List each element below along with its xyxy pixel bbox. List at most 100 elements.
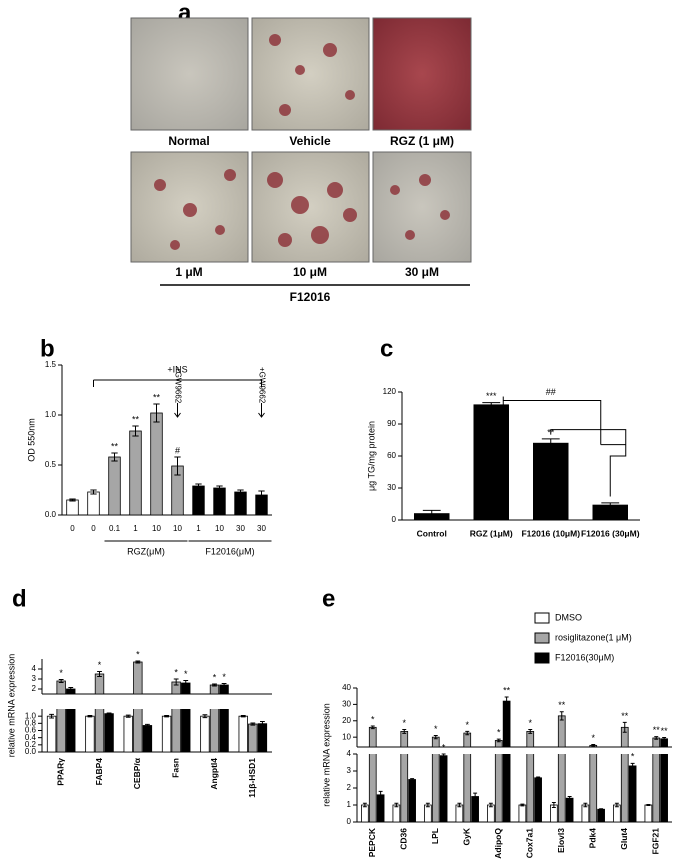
- x-tick-label: 1: [196, 524, 201, 533]
- x-tick-label: PEPCK: [367, 827, 377, 857]
- bar: [408, 779, 416, 822]
- bar: [518, 804, 527, 822]
- y-tick-label: 1.0: [25, 711, 37, 720]
- bar: [400, 754, 409, 822]
- y-tick-label: 90: [387, 419, 396, 428]
- bar: [133, 661, 143, 694]
- ins-bracket: [93, 379, 262, 387]
- y-axis-label: μg TG/mg protein: [366, 421, 376, 491]
- y-tick-label: 0.2: [25, 740, 37, 749]
- micrograph: [251, 151, 370, 263]
- x-tick-label: Pdk4: [588, 828, 598, 849]
- error-bar: [68, 687, 74, 691]
- significance: **: [653, 725, 661, 735]
- bar: [200, 715, 210, 752]
- error-bar: [622, 721, 627, 733]
- x-tick-label: RGZ (1μM): [470, 528, 513, 538]
- group-label: F12016(μM): [205, 546, 254, 556]
- x-tick-label: Fasn: [170, 758, 180, 778]
- error-bar: [662, 736, 667, 741]
- bar: [46, 715, 57, 752]
- error-bar: [164, 714, 169, 718]
- x-tick-label: 0: [91, 524, 96, 533]
- bar: [161, 715, 172, 752]
- bar: [181, 709, 191, 752]
- significance: *: [98, 660, 102, 670]
- bar: [652, 754, 661, 822]
- error-bar: [591, 744, 596, 747]
- bar: [238, 715, 248, 752]
- error-bar: [174, 456, 181, 476]
- legend-label: DMSO: [555, 612, 582, 622]
- bar: [439, 755, 448, 822]
- bar: [589, 754, 598, 822]
- y-tick-label: 40: [342, 683, 351, 692]
- x-tick-label: 30: [236, 524, 245, 533]
- x-tick-label: Cox7a1: [525, 828, 535, 859]
- bar: [502, 754, 511, 822]
- bar: [565, 797, 574, 822]
- error-bar: [212, 683, 217, 687]
- y-tick-label: 30: [387, 483, 396, 492]
- error-bar: [378, 790, 383, 799]
- micrograph: [251, 17, 370, 131]
- significance: *: [371, 714, 375, 724]
- error-bar: [87, 714, 93, 718]
- error-bar: [630, 762, 635, 769]
- bar: [87, 491, 100, 515]
- y-tick-label: 0.5: [45, 460, 57, 469]
- significance: *: [402, 718, 406, 728]
- caption: Vehicle: [289, 134, 331, 148]
- x-tick-label: Control: [417, 528, 447, 538]
- x-tick-label: 10: [152, 524, 161, 533]
- bar: [257, 723, 268, 752]
- error-bar: [465, 730, 470, 736]
- y-tick-label: 1.0: [45, 410, 57, 419]
- significance: *: [631, 752, 635, 762]
- significance: *: [136, 649, 140, 659]
- bar: [424, 804, 432, 822]
- x-tick-label: FGF21: [651, 828, 661, 855]
- error-bar: [482, 402, 501, 408]
- bar: [494, 754, 503, 822]
- significance: **: [132, 414, 140, 424]
- bar: [463, 754, 472, 822]
- significance: *: [442, 742, 446, 752]
- bar: [108, 456, 121, 515]
- error-bar: [646, 803, 651, 807]
- y-tick-label: 1: [347, 800, 352, 809]
- bar: [644, 804, 653, 822]
- bar: [557, 754, 566, 822]
- error-bar: [250, 722, 256, 726]
- significance: **: [661, 726, 669, 736]
- bar: [533, 442, 569, 520]
- error-bar: [135, 660, 141, 664]
- error-bar: [153, 403, 160, 423]
- bar: [368, 726, 377, 747]
- group-label: RGZ(μM): [127, 546, 165, 556]
- legend-label: F12016(30μM): [555, 652, 614, 662]
- error-bar: [433, 735, 438, 740]
- error-bar: [425, 802, 430, 808]
- legend-swatch: [534, 612, 550, 624]
- caption: 30 μM: [405, 265, 439, 279]
- panel-label: b: [40, 335, 55, 362]
- error-bar: [69, 498, 76, 502]
- y-tick-label: 2: [347, 783, 352, 792]
- error-bar: [601, 502, 620, 508]
- error-bar: [202, 714, 208, 719]
- stained-cells: [154, 34, 450, 250]
- bar: [123, 715, 133, 752]
- y-tick-label: 4: [32, 664, 37, 673]
- error-bar: [237, 489, 244, 495]
- bar: [620, 754, 629, 822]
- bracket: [503, 400, 627, 497]
- bar: [534, 777, 542, 822]
- error-bar: [528, 728, 533, 734]
- y-tick-label: 3: [32, 674, 37, 683]
- y-tick-label: 10: [342, 732, 351, 741]
- error-bar: [441, 753, 446, 758]
- bar: [171, 709, 181, 752]
- error-bar: [402, 728, 407, 734]
- panel-label: d: [12, 585, 27, 612]
